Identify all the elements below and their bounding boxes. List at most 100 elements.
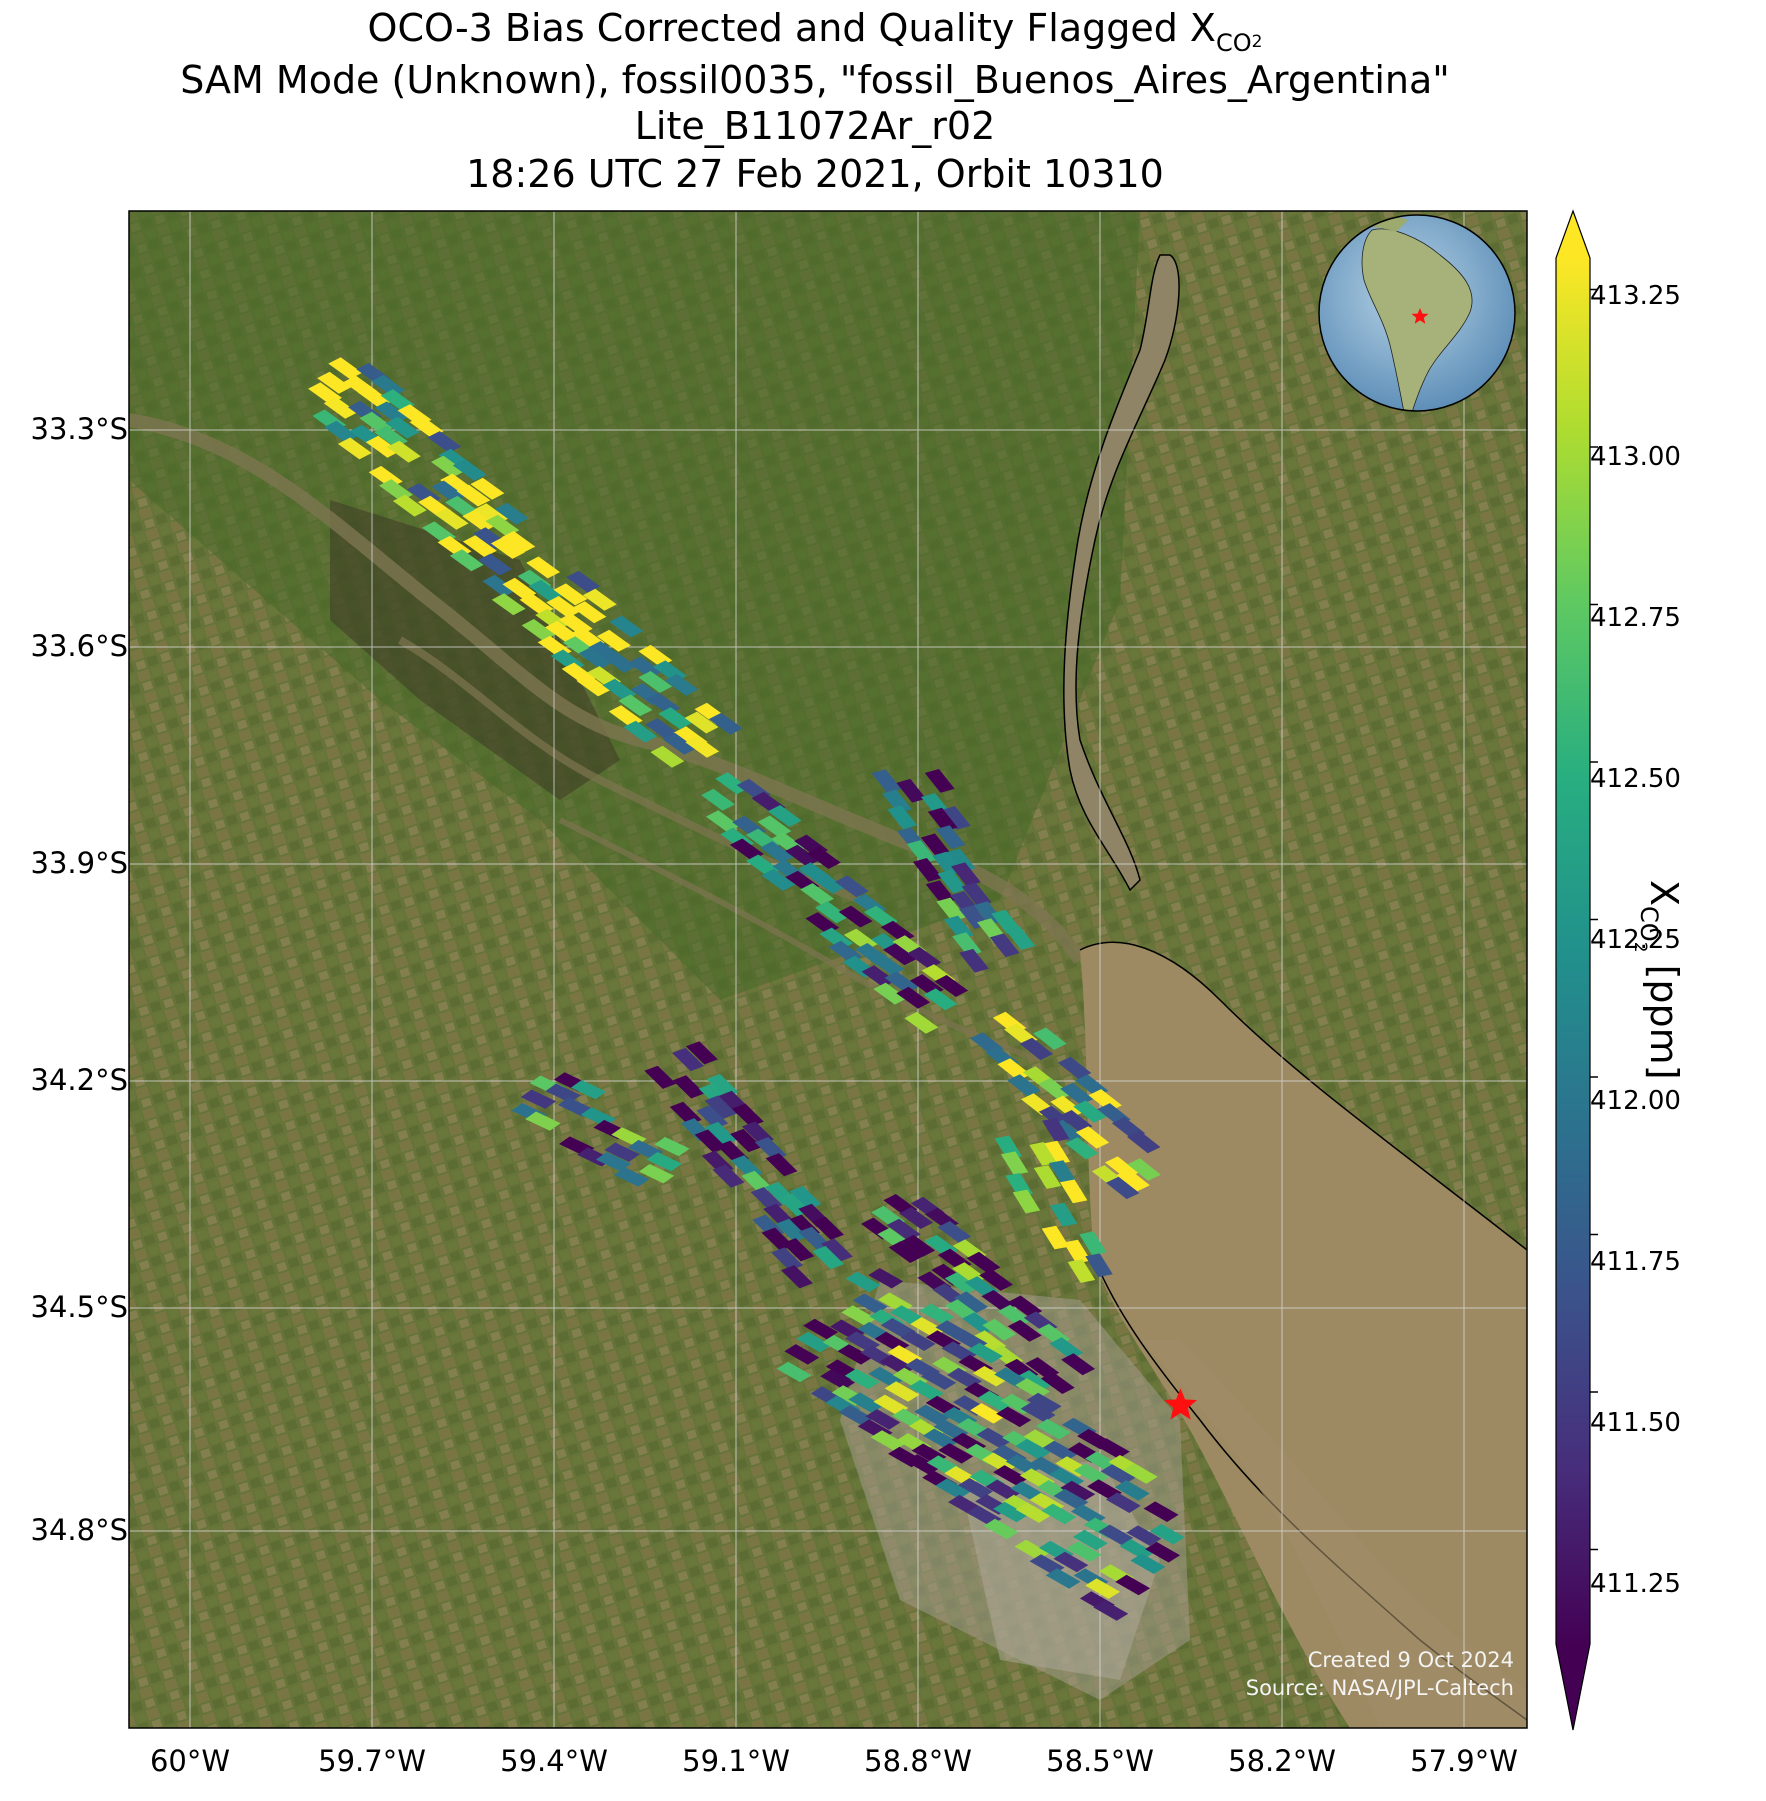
xco2-sounding-cell [337, 437, 372, 460]
xco2-sounding-cell [696, 1105, 729, 1129]
xco2-sounding-cell [775, 1218, 808, 1242]
xco2-sounding-cell [989, 933, 1020, 958]
xco2-sounding-cell [927, 807, 958, 832]
colorbar-tick-label: 411.25 [1590, 1569, 1681, 1599]
xco2-sounding-cell [961, 882, 992, 907]
xco2-sounding-cell [684, 711, 719, 734]
xco2-sounding-cell [848, 1392, 884, 1413]
xco2-sounding-cell [920, 833, 951, 858]
xco2-sounding-cell [841, 1305, 877, 1326]
xco2-sounding-cell [1114, 1480, 1150, 1501]
lat-tick-label: 34.5°S [30, 1290, 128, 1324]
colorbar-tick-label: 411.75 [1590, 1247, 1681, 1277]
xco2-sounding-cell [1063, 1239, 1091, 1264]
xco2-sounding-cell [912, 858, 943, 882]
xco2-sounding-cell [1088, 1089, 1122, 1112]
lon-tick-label: 58.5°W [1046, 1744, 1154, 1778]
xco2-sounding-cell [1000, 1151, 1029, 1176]
xco2-sounding-cell [638, 1164, 675, 1184]
xco2-sounding-cell [731, 1103, 764, 1127]
xco2-sounding-cell [519, 593, 554, 616]
xco2-sounding-cell [1020, 1401, 1056, 1423]
xco2-sounding-cell [602, 678, 637, 701]
xco2-sounding-cell [380, 389, 415, 412]
xco2-sounding-cell [784, 1344, 820, 1365]
xco2-sounding-cell [741, 1170, 774, 1194]
xco2-sounding-cell [712, 1164, 745, 1188]
xco2-sounding-cell [997, 1058, 1031, 1081]
xco2-sounding-cell [1075, 1126, 1110, 1149]
xco2-sounding-cell [452, 459, 487, 481]
xco2-sounding-cell [845, 1271, 881, 1293]
xco2-sounding-cell [557, 1097, 594, 1117]
xco2-sounding-cell [761, 868, 796, 891]
xco2-sounding-cell [431, 455, 465, 478]
xco2-sounding-cell [1042, 1140, 1071, 1165]
xco2-sounding-cell [1057, 1056, 1092, 1079]
xco2-sounding-cell [870, 1430, 906, 1451]
lon-tick-label: 60°W [149, 1744, 231, 1778]
xco2-sounding-cell [701, 788, 735, 811]
xco2-sounding-cell [1016, 1370, 1051, 1393]
xco2-sounding-cell [861, 965, 896, 988]
xco2-sounding-cell [470, 477, 505, 500]
xco2-sounding-cell [409, 415, 444, 438]
xco2-sounding-cell [958, 1478, 993, 1499]
xco2-sounding-cell [993, 1465, 1028, 1486]
xco2-sounding-cell [365, 435, 400, 458]
xco2-sounding-cell [921, 1369, 957, 1390]
xco2-sounding-cell [983, 1518, 1019, 1540]
xco2-sounding-cell [645, 718, 679, 740]
xco2-sounding-cell [1060, 1480, 1096, 1502]
xco2-sounding-cell [528, 579, 563, 602]
xco2-sounding-cell [750, 1187, 783, 1211]
xco2-sounding-cell [820, 1369, 855, 1390]
xco2-sounding-cell [386, 440, 421, 463]
xco2-sounding-cell [628, 656, 663, 679]
lon-tick-label: 57.9°W [1410, 1744, 1518, 1778]
xco2-sounding-cell [834, 875, 869, 898]
xco2-sounding-cell [908, 1379, 944, 1401]
xco2-sounding-cell [905, 1454, 941, 1475]
xco2-sounding-cell [967, 1342, 1003, 1364]
xco2-sounding-cell [1042, 1118, 1070, 1142]
xco2-sounding-cell [947, 1367, 982, 1389]
xco2-sounding-cell [873, 982, 908, 1005]
xco2-sounding-cell [811, 871, 845, 894]
xco2-sounding-cell [997, 1304, 1032, 1327]
xco2-sounding-cell [781, 1265, 813, 1289]
xco2-sounding-cell [884, 1381, 920, 1402]
xco2-sounding-cell [1042, 1440, 1078, 1462]
credit-source: Source: NASA/JPL-Caltech [1245, 1676, 1514, 1700]
xco2-sounding-cell [1060, 1179, 1088, 1204]
xco2-sounding-cell [896, 778, 927, 803]
xco2-sounding-cell [1149, 1523, 1185, 1545]
xco2-sounding-cell [553, 583, 588, 606]
xco2-sounding-cell [490, 537, 525, 559]
xco2-sounding-cell [1045, 1568, 1081, 1589]
xco2-sounding-cell [1122, 1463, 1158, 1484]
xco2-sounding-cell [972, 1330, 1007, 1353]
lat-tick-label: 33.3°S [30, 412, 128, 446]
xco2-sounding-cell [613, 1167, 650, 1187]
xco2-sounding-cell [886, 1218, 921, 1241]
xco2-sounding-cell [456, 484, 491, 507]
xco2-sounding-cell [1105, 1176, 1140, 1200]
xco2-sounding-cell [520, 1089, 557, 1109]
xco2-sounding-cell [1094, 1438, 1130, 1459]
xco2-sounding-cell [1116, 1168, 1150, 1192]
title-line1: OCO-3 Bias Corrected and Quality Flagged… [367, 6, 1263, 57]
colorbar-tick-label: 412.75 [1590, 603, 1681, 633]
xco2-sounding-cell [1059, 1110, 1093, 1133]
xco2-sounding-cell [1098, 1524, 1134, 1546]
xco2-sounding-cell [1038, 1077, 1072, 1101]
xco2-sounding-cell [765, 1153, 798, 1177]
xco2-sounding-cell [545, 1083, 581, 1103]
xco2-sounding-cell [1033, 1027, 1067, 1050]
xco2-sounding-cell [936, 897, 967, 922]
xco2-sounding-cell [1119, 1539, 1155, 1560]
xco2-sounding-cell [1100, 1464, 1136, 1485]
xco2-sounding-cell [796, 1331, 832, 1353]
colorbar-gradient [1556, 258, 1590, 1644]
